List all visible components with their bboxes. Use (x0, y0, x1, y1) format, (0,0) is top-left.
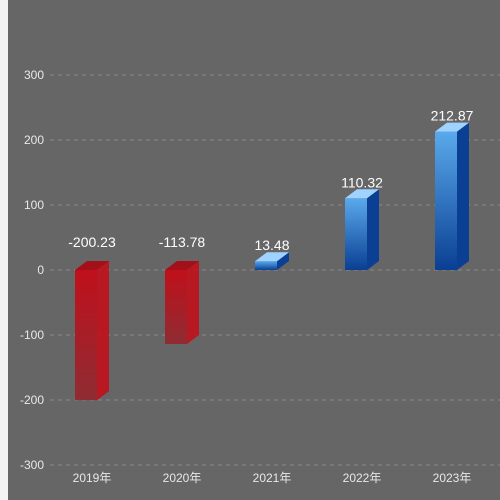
bar-4 (435, 122, 469, 271)
bar-0 (75, 261, 109, 401)
y-tick-label: 300 (24, 68, 44, 82)
data-value-label: 13.48 (254, 237, 289, 253)
x-tick-label: 2022年 (343, 471, 382, 485)
y-tick-label: -100 (20, 328, 44, 342)
bar-3 (345, 189, 379, 270)
bars (75, 122, 469, 401)
y-axis-ticks: 300 200 100 0 -100 -200 -300 (20, 68, 44, 472)
left-edge-strip (0, 0, 8, 500)
x-tick-label: 2020年 (163, 471, 202, 485)
bar-1 (165, 261, 199, 344)
value-labels: -200.23 -113.78 13.48 110.32 212.87 (68, 108, 473, 254)
data-value-label: -200.23 (68, 234, 116, 250)
y-tick-label: 0 (37, 263, 44, 277)
data-value-label: -113.78 (159, 234, 206, 250)
y-tick-label: 100 (24, 198, 44, 212)
y-tick-label: -200 (20, 393, 44, 407)
data-value-label: 110.32 (341, 174, 383, 190)
y-tick-label: 200 (24, 133, 44, 147)
x-tick-label: 2023年 (433, 471, 472, 485)
grid-lines (50, 74, 500, 466)
x-tick-label: 2021年 (253, 471, 292, 485)
x-axis-labels: 2019年 2020年 2021年 2022年 2023年 (73, 471, 472, 485)
x-tick-label: 2019年 (73, 471, 112, 485)
data-value-label: 212.87 (431, 108, 474, 124)
bar-2 (255, 252, 289, 270)
y-tick-label: -300 (20, 458, 44, 472)
